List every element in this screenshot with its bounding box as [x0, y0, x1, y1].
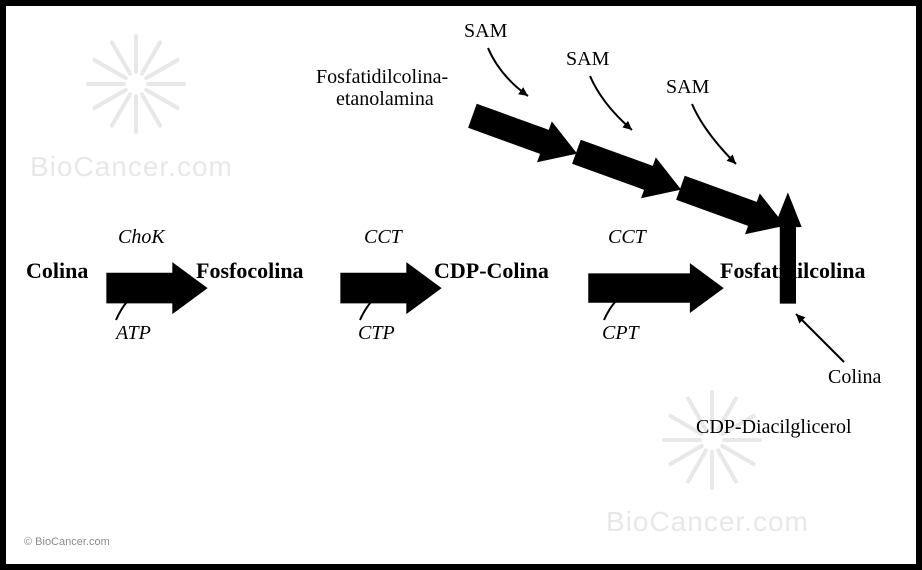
arrow-cdp-fosfat [586, 256, 726, 320]
node-fosf-etan-l2: etanolamina [336, 88, 434, 111]
node-cdp-diacil: CDP-Diacilglicerol [696, 416, 852, 439]
node-sam2: SAM [566, 48, 609, 71]
node-cpt: CPT [602, 322, 639, 345]
node-atp: ATP [116, 322, 151, 345]
watermark-text: BioCancer.com [606, 506, 809, 538]
node-ctp: CTP [358, 322, 395, 345]
node-colina-small: Colina [828, 366, 881, 389]
arrow-colina-fosfo [104, 256, 210, 320]
node-sam3: SAM [666, 76, 709, 99]
watermark-text: BioCancer.com [30, 151, 233, 183]
copyright-text: © BioCancer.com [24, 536, 110, 548]
diagram-canvas: BioCancer.com BioCancer.com Colina Fosfocol… [0, 0, 922, 570]
node-cct1: CCT [364, 226, 402, 249]
watermark-burst [76, 24, 196, 144]
arrow-top-2 [564, 124, 693, 217]
node-fosfatidilcolina: Fosfatidilcolina [720, 258, 865, 283]
curve-sam1 [476, 36, 540, 108]
node-fosfocolina: Fosfocolina [196, 258, 304, 283]
arrow-fosfo-cdp [338, 256, 444, 320]
node-cdp-colina: CDP-Colina [434, 258, 549, 283]
node-cct2: CCT [608, 226, 646, 249]
curve-sam3 [680, 92, 748, 176]
node-fosf-etan-l1: Fosfatidilcolina- [316, 66, 448, 89]
node-sam1: SAM [464, 20, 507, 43]
node-chok: ChoK [118, 226, 165, 249]
arrow-cdp-diacil-up [766, 190, 810, 306]
curve-sam2 [578, 64, 644, 142]
watermark-burst [652, 380, 772, 500]
arrow-top-3 [668, 160, 797, 253]
arrow-top-1 [460, 88, 589, 181]
curve-colina-small [784, 302, 856, 374]
node-colina: Colina [26, 258, 88, 283]
